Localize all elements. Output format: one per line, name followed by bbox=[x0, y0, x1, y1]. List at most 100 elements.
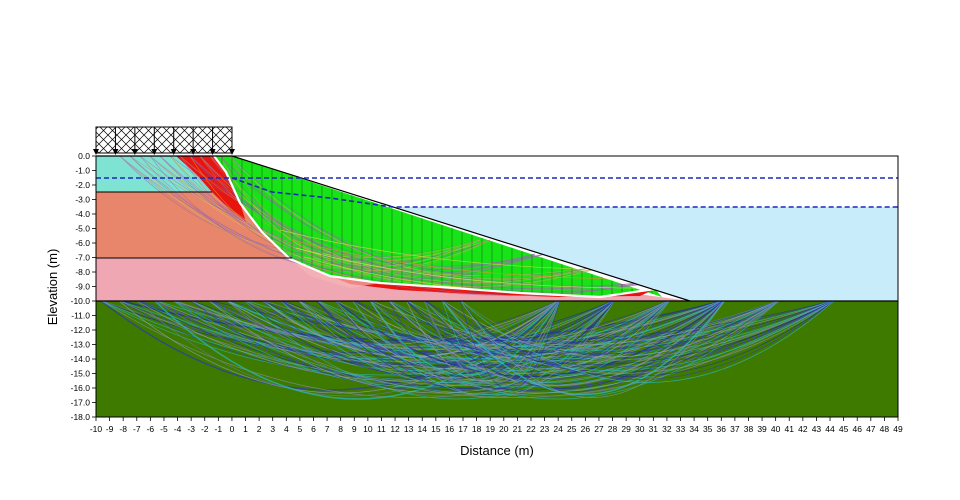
interslice-trace bbox=[295, 247, 641, 289]
x-tick-label: 32 bbox=[662, 424, 672, 434]
y-tick-label: -3.0 bbox=[75, 195, 90, 205]
x-axis-title: Distance (m) bbox=[460, 443, 534, 458]
surcharge-arrows bbox=[93, 127, 235, 155]
y-tick-label: -8.0 bbox=[75, 267, 90, 277]
x-tick-label: 17 bbox=[458, 424, 468, 434]
x-tick-label: -10 bbox=[90, 424, 103, 434]
trial-slip-arc bbox=[460, 301, 670, 376]
trial-slip-arc bbox=[460, 301, 835, 383]
y-tick-label: -6.0 bbox=[75, 238, 90, 248]
x-tick-label: 8 bbox=[338, 424, 343, 434]
y-axis-title: Elevation (m) bbox=[45, 249, 60, 326]
trial-slip-arc bbox=[119, 156, 536, 271]
trial-slip-arc bbox=[423, 301, 561, 385]
trial-slip-arc bbox=[159, 156, 536, 271]
load-arrow-head bbox=[209, 149, 216, 155]
x-tick-label: 27 bbox=[594, 424, 604, 434]
x-tick-label: 29 bbox=[621, 424, 631, 434]
trial-slip-arc bbox=[219, 156, 536, 279]
bedrock-trial-slip-surfaces bbox=[100, 301, 835, 400]
x-tick-label: 13 bbox=[404, 424, 414, 434]
trial-slip-arc bbox=[352, 301, 725, 380]
trial-slip-arc bbox=[424, 301, 670, 370]
load-arrow-head bbox=[151, 149, 158, 155]
load-arrow-head bbox=[131, 149, 138, 155]
x-tick-label: 44 bbox=[825, 424, 835, 434]
x-tick-label: 41 bbox=[785, 424, 795, 434]
x-tick-label: -9 bbox=[106, 424, 114, 434]
x-tick-label: 18 bbox=[472, 424, 482, 434]
y-axis: 0.0 -1.0 -2.0 -3.0 -4.0 -5.0 -6.0 -7.0 -8.0 -9.0 -… bbox=[71, 151, 96, 422]
load-arrow-head bbox=[112, 149, 119, 155]
upper-clay-layer bbox=[96, 156, 212, 192]
trial-slip-arc bbox=[226, 301, 670, 397]
trial-slip-arc bbox=[442, 301, 780, 358]
load-arrow-head bbox=[93, 149, 99, 155]
trial-slip-arc bbox=[406, 301, 670, 367]
trial-slip-arc bbox=[370, 301, 725, 383]
trial-slip-arc bbox=[298, 301, 560, 364]
x-tick-label: 3 bbox=[270, 424, 275, 434]
x-tick-label: 24 bbox=[553, 424, 563, 434]
trial-slip-arc bbox=[353, 301, 779, 343]
trial-slip-arc bbox=[352, 301, 560, 373]
x-tick-label: -5 bbox=[160, 424, 168, 434]
x-tick-label: 42 bbox=[798, 424, 808, 434]
x-tick-label: 9 bbox=[352, 424, 357, 434]
x-tick-label: 39 bbox=[757, 424, 767, 434]
trial-slip-arc bbox=[406, 301, 725, 389]
load-arrow-head bbox=[170, 149, 177, 155]
x-tick-label: 11 bbox=[377, 424, 386, 434]
trial-slip-arc bbox=[441, 301, 726, 395]
x-tick-label: 26 bbox=[581, 424, 591, 434]
x-tick-label: 28 bbox=[608, 424, 618, 434]
x-tick-label: -8 bbox=[119, 424, 127, 434]
trial-slip-arc bbox=[280, 301, 560, 361]
x-tick-label: 47 bbox=[866, 424, 876, 434]
load-arrow-head bbox=[190, 149, 197, 155]
y-tick-label: -5.0 bbox=[75, 224, 90, 234]
y-tick-label: -17.0 bbox=[71, 398, 91, 408]
trial-slip-arc bbox=[262, 301, 615, 380]
trial-slip-arc bbox=[460, 301, 725, 398]
trial-slip-arc bbox=[229, 156, 601, 280]
x-tick-label: 21 bbox=[513, 424, 523, 434]
trial-slip-arc bbox=[119, 301, 834, 386]
trial-slip-arc bbox=[424, 301, 835, 377]
trial-slip-arc bbox=[199, 156, 591, 283]
trial-slip-arc bbox=[406, 301, 560, 382]
y-tick-label: -16.0 bbox=[71, 383, 91, 393]
x-tick-label: 37 bbox=[730, 424, 740, 434]
x-tick-label: 0 bbox=[230, 424, 235, 434]
trial-slip-arc bbox=[169, 156, 601, 287]
x-tick-label: 30 bbox=[635, 424, 645, 434]
trial-slip-arc bbox=[129, 156, 601, 287]
trial-slip-arc bbox=[169, 156, 546, 275]
trial-slip-arc bbox=[189, 156, 656, 293]
trial-slip-arc bbox=[119, 301, 669, 379]
y-tick-label: -15.0 bbox=[71, 369, 91, 379]
x-tick-label: 4 bbox=[284, 424, 289, 434]
y-tick-label: -1.0 bbox=[75, 166, 90, 176]
trial-slip-arc bbox=[352, 301, 615, 395]
critical-slip-surface bbox=[213, 155, 656, 299]
y-tick-label: -13.0 bbox=[71, 340, 91, 350]
x-axis: -10 -9 -8 -7 -6 -5 -4 -3 -2 -1 0 1 2 3 4 5 6 7 8 9 10 11 12 13 1… bbox=[90, 417, 903, 434]
y-tick-label: 0.0 bbox=[78, 151, 90, 161]
x-tick-label: -4 bbox=[174, 424, 182, 434]
x-tick-label: 22 bbox=[526, 424, 536, 434]
x-tick-label: 33 bbox=[676, 424, 686, 434]
x-tick-label: 15 bbox=[431, 424, 441, 434]
x-tick-label: 49 bbox=[893, 424, 903, 434]
x-tick-label: 31 bbox=[649, 424, 659, 434]
x-tick-label: 6 bbox=[311, 424, 316, 434]
trial-slip-arc bbox=[388, 301, 670, 364]
trial-slip-arc bbox=[229, 156, 546, 267]
trial-slip-arc bbox=[169, 156, 491, 263]
y-tick-label: -11.0 bbox=[71, 311, 90, 321]
trial-slip-arc bbox=[316, 301, 780, 397]
y-tick-label: -7.0 bbox=[75, 253, 90, 263]
water-body bbox=[392, 207, 898, 301]
trial-slip-arc bbox=[280, 301, 780, 391]
